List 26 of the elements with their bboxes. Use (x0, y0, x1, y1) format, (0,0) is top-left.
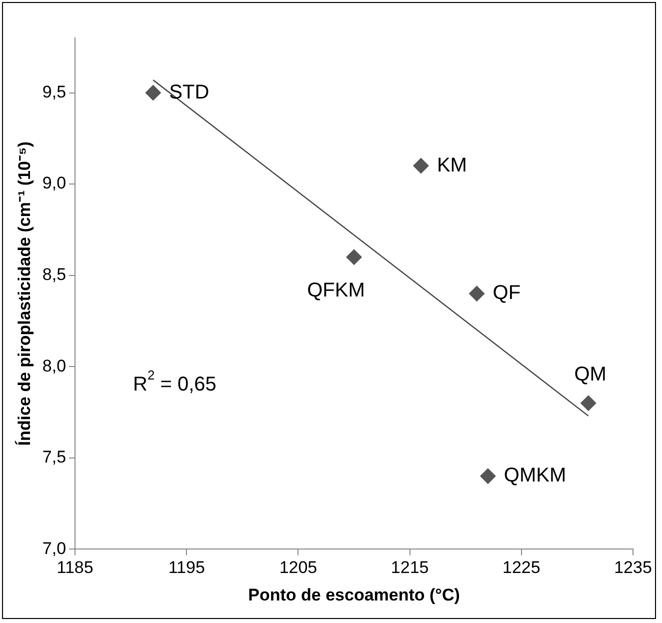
x-tick-label: 1195 (168, 558, 205, 578)
x-tick-label: 1205 (279, 558, 318, 578)
point (412, 158, 429, 174)
x-tick-label: 1225 (502, 558, 540, 578)
y-tick-label: 8,5 (42, 265, 66, 284)
y-tick-label: 7,5 (42, 448, 66, 467)
point (145, 84, 162, 101)
y-tick-label: 7,0 (42, 538, 66, 558)
point (346, 249, 362, 266)
point (468, 286, 485, 302)
x-tick-label: 1185 (56, 558, 94, 578)
annotation: QF (492, 282, 521, 304)
x-tick-label: 1235 (614, 558, 652, 578)
point (480, 468, 496, 484)
y-tick-label: 8,0 (42, 356, 66, 376)
y-axis-title: Índice de piroplasticidade (cm⁻¹ (10⁻⁵) (14, 141, 34, 446)
x-axis-title: Ponto de escoamento (°C) (248, 585, 460, 604)
annotation: STD (169, 81, 210, 104)
annotation: KM (436, 154, 467, 176)
annotation: QFKM (307, 280, 365, 302)
y-tick-label: 9,0 (42, 174, 66, 193)
annotation: QM (574, 364, 606, 386)
point (580, 395, 596, 412)
y-tick-label: 9,5 (42, 82, 66, 102)
x-tick-label: 1215 (390, 558, 429, 578)
annotation: QMKM (504, 464, 566, 487)
